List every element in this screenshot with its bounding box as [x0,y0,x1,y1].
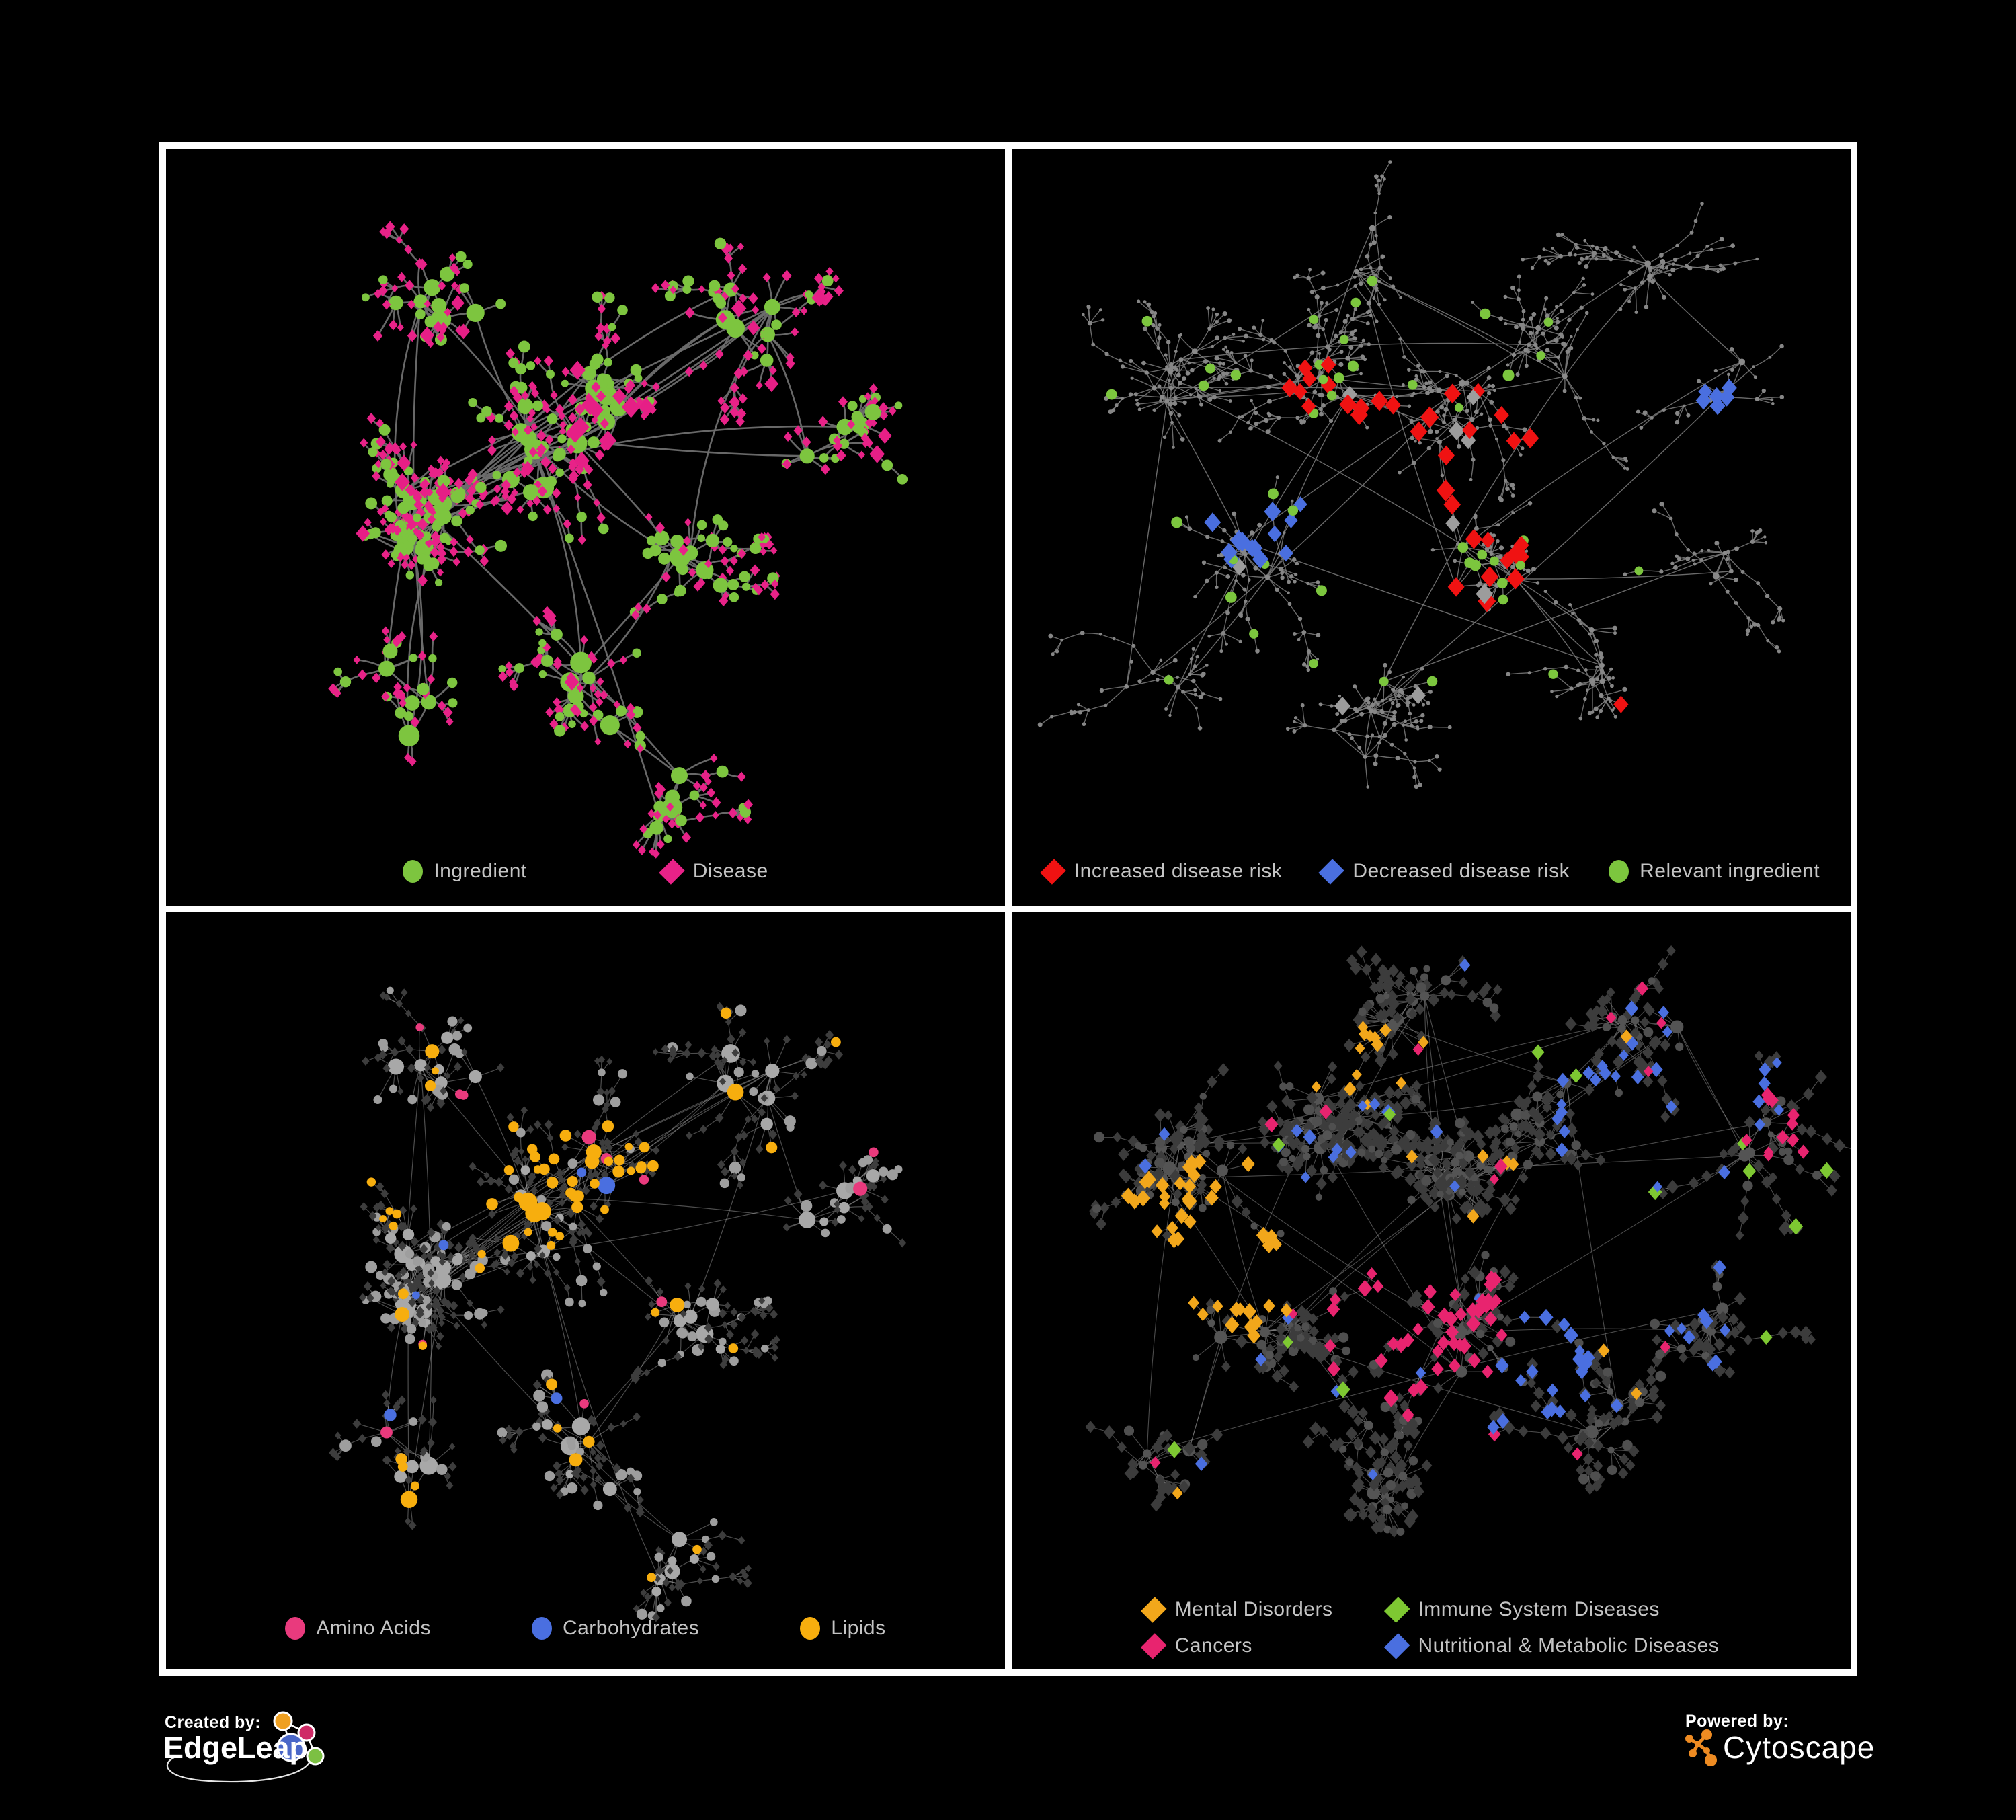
panel-disease-risk: Increased disease risk Decreased disease… [1012,149,1851,906]
increased-risk-swatch-icon [1040,858,1066,885]
legend-disease-categories: Mental Disorders Immune System Diseases … [1140,1596,1720,1659]
lipids-swatch-icon [800,1617,821,1640]
network-disease-risk [1037,160,1785,789]
immune-system-swatch-icon [1383,1596,1410,1623]
legend-item: Increased disease risk [1040,858,1283,885]
edgeleap-network-icon [166,1711,325,1783]
legend-item: Lipids [800,1617,885,1640]
powered-by-label: Powered by: [1685,1712,1789,1731]
panel-nutrient-classes: Amino Acids Carbohydrates Lipids [166,912,1005,1669]
amino-acids-swatch-icon [285,1617,306,1640]
cancers-swatch-icon [1140,1632,1167,1659]
mental-disorders-swatch-icon [1140,1596,1167,1623]
legend-item: Nutritional & Metabolic Diseases [1383,1632,1720,1659]
legend-label: Disease [692,860,768,882]
legend-label: Increased disease risk [1074,860,1283,882]
legend-label: Carbohydrates [562,1617,700,1639]
legend-item: Mental Disorders [1140,1596,1333,1623]
legend-item: Carbohydrates [531,1617,700,1640]
legend-item: Immune System Diseases [1383,1596,1719,1623]
nutritional-metabolic-swatch-icon [1383,1632,1410,1659]
created-by-label: Created by: [165,1713,261,1732]
carbohydrates-swatch-icon [531,1617,552,1640]
decreased-risk-swatch-icon [1318,858,1345,885]
legend-label: Relevant ingredient [1640,860,1820,882]
legend-label: Amino Acids [316,1617,431,1639]
legend-label: Ingredient [434,860,527,882]
legend-label: Immune System Diseases [1418,1598,1660,1620]
cytoscape-network-icon [1685,1729,1717,1766]
panel-ingredient-disease: Ingredient Disease [166,149,1005,906]
relevant-ingredient-swatch-icon [1609,860,1629,883]
legend-item: Amino Acids [285,1617,431,1640]
ingredient-swatch-icon [403,860,424,883]
legend-nutrient-classes: Amino Acids Carbohydrates Lipids [166,1617,1005,1640]
disease-swatch-icon [658,858,685,885]
legend-item: Disease [658,858,768,885]
edgeleap-wordmark: EdgeLeap [163,1731,309,1765]
legend-label: Cancers [1174,1634,1252,1657]
legend-item: Cancers [1140,1632,1333,1659]
legend-item: Decreased disease risk [1318,858,1570,885]
panel-grid: Ingredient Disease Increased disease ris… [159,142,1857,1676]
edgeleap-logo: Created by: EdgeLeap [159,1708,334,1802]
cytoscape-logo: Powered by: Cytoscape [1684,1712,1876,1786]
legend-ingredient-disease: Ingredient Disease [166,858,1005,885]
panel-disease-categories: Mental Disorders Immune System Diseases … [1012,912,1851,1669]
legend-item: Relevant ingredient [1609,860,1820,883]
legend-label: Decreased disease risk [1353,860,1570,882]
network-ingredient-disease [328,221,908,859]
legend-item: Ingredient [403,860,526,883]
legend-label: Nutritional & Metabolic Diseases [1418,1634,1720,1657]
legend-label: Lipids [831,1617,886,1639]
legend-disease-risk: Increased disease risk Decreased disease… [1012,858,1851,885]
legend-label: Mental Disorders [1174,1598,1333,1620]
cytoscape-wordmark: Cytoscape [1723,1730,1876,1765]
network-nutrient-classes [329,986,906,1622]
network-disease-categories [1085,945,1851,1538]
